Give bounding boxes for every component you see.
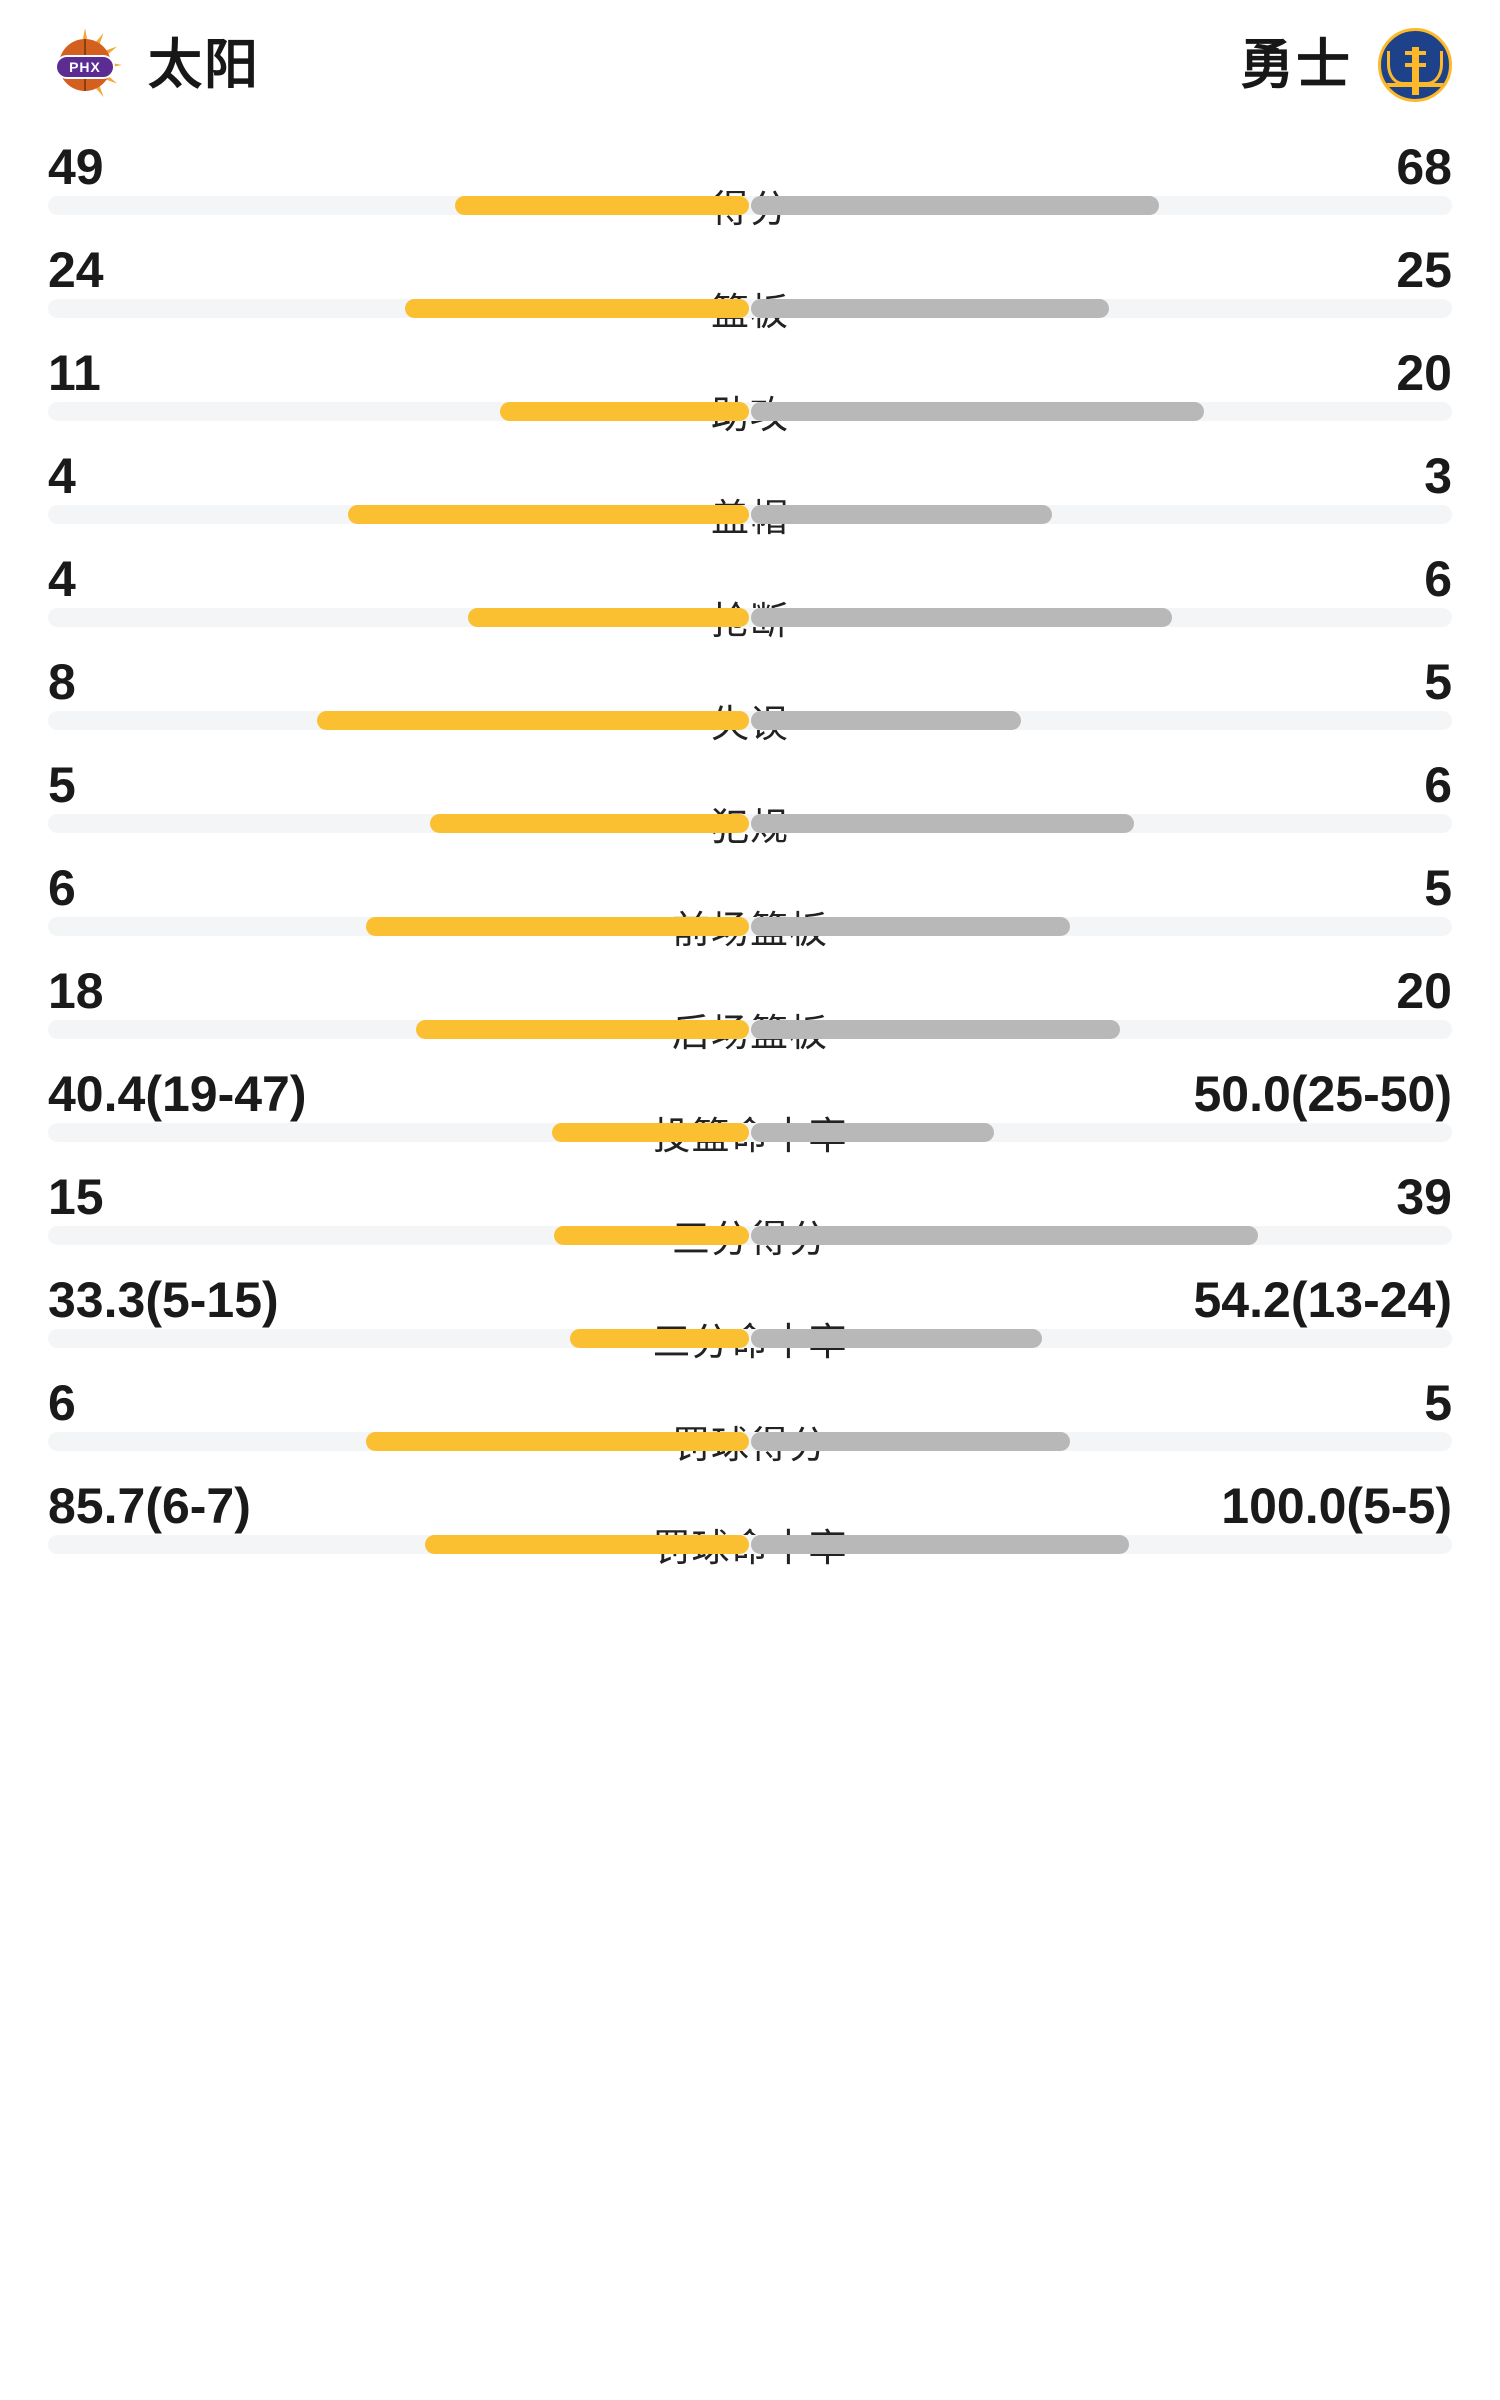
stat-row: 5犯规6	[48, 748, 1452, 851]
home-stat-value: 33.3(5-15)	[48, 1272, 279, 1328]
away-stat-bar	[751, 1226, 1258, 1245]
away-stat-bar	[751, 1020, 1121, 1039]
home-team-name: 太阳	[148, 35, 260, 95]
home-stat-bar	[366, 917, 749, 936]
stat-bar-track	[48, 1226, 1452, 1245]
away-stat-value: 50.0(25-50)	[1193, 1066, 1453, 1122]
away-stat-value: 54.2(13-24)	[1193, 1272, 1453, 1328]
away-stat-bar	[751, 196, 1159, 215]
home-stat-value: 15	[48, 1169, 104, 1225]
stat-bar-track	[48, 402, 1452, 421]
home-stat-value: 8	[48, 654, 76, 710]
away-stat-bar	[751, 814, 1134, 833]
home-stat-value: 4	[48, 448, 76, 504]
home-stat-bar	[405, 299, 749, 318]
home-stat-bar	[553, 1226, 749, 1245]
stat-bar-track	[48, 608, 1452, 627]
home-stat-bar	[468, 608, 749, 627]
home-stat-bar	[348, 505, 749, 524]
away-stat-value: 68	[1396, 139, 1452, 195]
stat-row: 6前场篮板5	[48, 851, 1452, 954]
home-stat-value: 6	[48, 1375, 76, 1431]
phoenix-suns-logo: PHX	[48, 28, 122, 102]
stat-row: 4盖帽3	[48, 439, 1452, 542]
stat-row: 11助攻20	[48, 336, 1452, 439]
away-stat-value: 25	[1396, 242, 1452, 298]
stat-bar-track	[48, 196, 1452, 215]
stat-row: 24篮板25	[48, 233, 1452, 336]
away-team[interactable]: 勇士	[1240, 28, 1452, 102]
stat-row: 40.4(19-47)投篮命中率50.0(25-50)	[48, 1057, 1452, 1160]
home-stat-value: 49	[48, 139, 104, 195]
away-stat-value: 3	[1424, 448, 1452, 504]
home-stat-value: 4	[48, 551, 76, 607]
away-stat-bar	[751, 299, 1110, 318]
away-stat-bar	[751, 1535, 1130, 1554]
away-stat-bar	[751, 1432, 1071, 1451]
away-stat-value: 6	[1424, 551, 1452, 607]
away-stat-bar	[751, 1123, 994, 1142]
away-stat-value: 6	[1424, 757, 1452, 813]
stat-bar-track	[48, 1020, 1452, 1039]
home-stat-bar	[552, 1123, 749, 1142]
away-stat-value: 20	[1396, 963, 1452, 1019]
home-stat-value: 24	[48, 242, 104, 298]
home-stat-value: 5	[48, 757, 76, 813]
away-stat-bar	[751, 1329, 1043, 1348]
away-stat-bar	[751, 711, 1022, 730]
stat-row: 18后场篮板20	[48, 954, 1452, 1057]
suns-logo-text: PHX	[55, 55, 115, 79]
stat-row: 15三分得分39	[48, 1160, 1452, 1263]
home-stat-bar	[416, 1020, 749, 1039]
away-stat-bar	[751, 402, 1204, 421]
home-team[interactable]: PHX 太阳	[48, 28, 260, 102]
home-stat-value: 11	[48, 345, 101, 401]
away-stat-value: 39	[1396, 1169, 1452, 1225]
away-stat-value: 5	[1424, 1375, 1452, 1431]
stat-row: 4抢断6	[48, 542, 1452, 645]
home-stat-value: 85.7(6-7)	[48, 1478, 251, 1534]
away-stat-bar	[751, 505, 1053, 524]
away-stat-value: 100.0(5-5)	[1221, 1478, 1452, 1534]
stat-row: 8失误5	[48, 645, 1452, 748]
home-stat-value: 18	[48, 963, 104, 1019]
home-stat-bar	[454, 196, 749, 215]
away-team-name: 勇士	[1240, 35, 1352, 95]
stat-row: 49得分68	[48, 130, 1452, 233]
stat-bar-track	[48, 1432, 1452, 1451]
stat-bar-track	[48, 505, 1452, 524]
away-stat-value: 5	[1424, 654, 1452, 710]
home-stat-bar	[570, 1329, 749, 1348]
stat-bar-track	[48, 814, 1452, 833]
stat-bar-track	[48, 299, 1452, 318]
stat-row: 33.3(5-15)三分命中率54.2(13-24)	[48, 1263, 1452, 1366]
teams-header: PHX 太阳 勇士	[0, 0, 1500, 130]
stat-bar-track	[48, 1535, 1452, 1554]
away-stat-value: 5	[1424, 860, 1452, 916]
stat-bar-track	[48, 1329, 1452, 1348]
stats-comparison-list: 49得分6824篮板2511助攻204盖帽34抢断68失误55犯规66前场篮板5…	[0, 130, 1500, 1572]
home-stat-value: 40.4(19-47)	[48, 1066, 307, 1122]
away-stat-value: 20	[1396, 345, 1452, 401]
stat-row: 6罚球得分5	[48, 1366, 1452, 1469]
home-stat-bar	[499, 402, 749, 421]
stat-bar-track	[48, 1123, 1452, 1142]
away-stat-bar	[751, 917, 1071, 936]
stat-bar-track	[48, 711, 1452, 730]
home-stat-value: 6	[48, 860, 76, 916]
golden-state-warriors-logo	[1378, 28, 1452, 102]
home-stat-bar	[366, 1432, 749, 1451]
home-stat-bar	[429, 814, 749, 833]
away-stat-bar	[751, 608, 1173, 627]
stat-row: 85.7(6-7)罚球命中率100.0(5-5)	[48, 1469, 1452, 1572]
home-stat-bar	[425, 1535, 749, 1554]
stat-bar-track	[48, 917, 1452, 936]
home-stat-bar	[317, 711, 749, 730]
